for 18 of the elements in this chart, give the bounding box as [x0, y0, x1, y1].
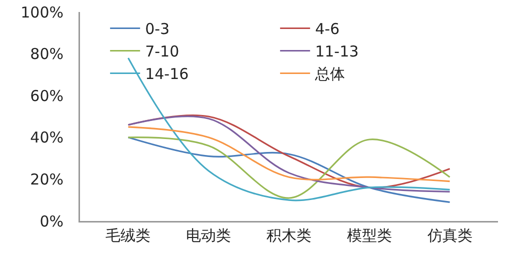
x-tick-label: 毛绒类	[106, 226, 151, 244]
x-tick-label: 仿真类	[426, 226, 472, 244]
legend-label: 0-3	[145, 20, 170, 38]
legend-label: 总体	[314, 65, 346, 84]
legend-label: 11-13	[315, 42, 359, 61]
y-tick-label: 40%	[30, 128, 64, 147]
y-tick-label: 100%	[20, 3, 64, 22]
x-tick-label: 积木类	[266, 226, 312, 244]
legend-label: 14-16	[145, 65, 189, 84]
y-tick-label: 0%	[40, 212, 64, 230]
x-tick-label: 模型类	[346, 226, 392, 244]
y-tick-label: 80%	[30, 45, 64, 64]
y-tick-label: 20%	[30, 170, 64, 188]
y-tick-label: 60%	[30, 86, 64, 105]
line-series	[127, 126, 451, 182]
legend-label: 7-10	[145, 42, 180, 61]
x-tick-label: 电动类	[186, 226, 232, 244]
legend-label: 4-6	[315, 20, 340, 38]
